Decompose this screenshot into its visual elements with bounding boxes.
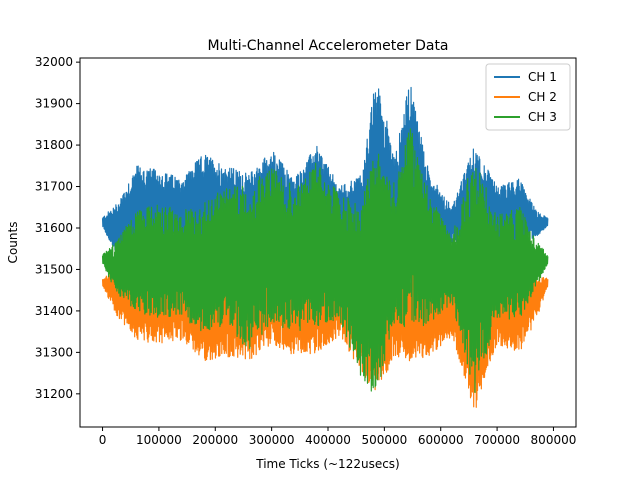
legend-entry: CH 1 <box>528 70 557 84</box>
series-layer <box>101 86 549 408</box>
x-tick-label: 100000 <box>136 433 182 447</box>
y-tick-label: 31700 <box>35 180 73 194</box>
x-tick-label: 800000 <box>531 433 577 447</box>
y-tick-label: 31900 <box>35 97 73 111</box>
legend: CH 1 CH 2 CH 3 <box>485 63 571 131</box>
y-tick-label: 31800 <box>35 138 73 152</box>
x-tick-label: 200000 <box>192 433 238 447</box>
x-tick-label: 700000 <box>474 433 520 447</box>
y-tick-label: 31500 <box>35 262 73 276</box>
legend-box <box>485 63 571 131</box>
y-tick-label: 31400 <box>35 304 73 318</box>
y-axis: 31200 31300 31400 31500 31600 31700 31800 31900… <box>35 55 80 401</box>
chart-title: Multi-Channel Accelerometer Data <box>207 38 448 54</box>
y-axis-label: Counts <box>6 222 20 264</box>
x-tick-label: 500000 <box>361 433 407 447</box>
x-axis: 0 100000 200000 300000 400000 500000 600000 700… <box>99 427 577 447</box>
series-line <box>101 128 549 393</box>
x-tick-label: 300000 <box>249 433 295 447</box>
x-tick-label: 600000 <box>418 433 464 447</box>
series-ch-3 <box>101 128 549 393</box>
y-tick-label: 31600 <box>35 221 73 235</box>
legend-entry: CH 3 <box>528 110 557 124</box>
x-tick-label: 400000 <box>305 433 351 447</box>
y-tick-label: 31300 <box>35 345 73 359</box>
y-tick-label: 31200 <box>35 387 73 401</box>
y-tick-label: 32000 <box>35 55 73 69</box>
x-axis-label: Time Ticks (~122usecs) <box>255 457 400 471</box>
x-tick-label: 0 <box>99 433 107 447</box>
legend-entry: CH 2 <box>528 90 557 104</box>
